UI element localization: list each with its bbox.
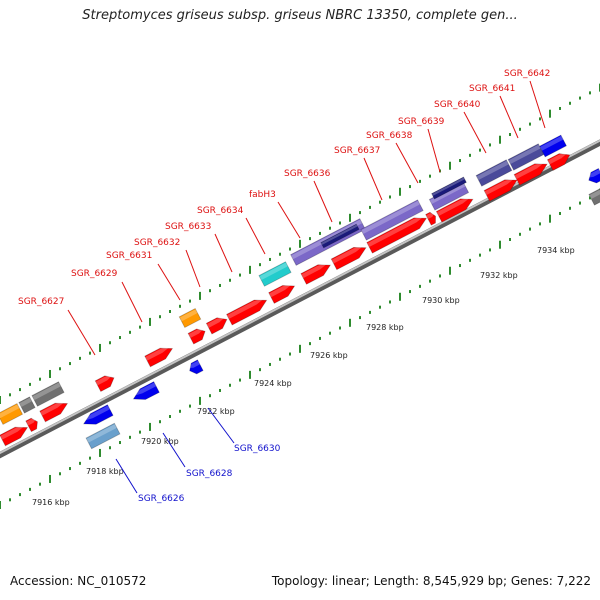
upper-ruler	[0, 83, 600, 404]
gene-label-bottom[interactable]: SGR_6626	[138, 494, 185, 504]
ruler-tick-label: 7932 kbp	[480, 271, 518, 280]
gene-arrow[interactable]	[226, 295, 270, 326]
gene-arrow[interactable]	[546, 150, 572, 171]
ruler-tick-label: 7924 kbp	[254, 379, 292, 388]
gene-arrow[interactable]	[300, 260, 333, 285]
gene-label-top[interactable]: SGR_6631	[106, 251, 152, 261]
gene-label-bottom[interactable]: SGR_6628	[186, 469, 233, 479]
label-leader-line	[67, 309, 96, 356]
gene-arrow[interactable]	[360, 199, 424, 241]
gene-arrow[interactable]	[131, 381, 160, 405]
map-title: Streptomyces griseus subsp. griseus NBRC…	[82, 8, 518, 23]
accession-text: Accession: NC_010572	[10, 574, 147, 588]
label-leader-line	[529, 80, 546, 129]
gene-arrow[interactable]	[144, 343, 175, 368]
gene-label-bottom[interactable]: SGR_6630	[234, 444, 281, 454]
gene-arrow[interactable]	[475, 159, 513, 187]
gene-arrow[interactable]	[507, 143, 545, 171]
label-leader-line	[499, 95, 519, 139]
gene-arrow[interactable]	[25, 416, 40, 433]
label-leader-line	[115, 458, 138, 494]
label-leader-line	[427, 128, 441, 173]
label-layer: SGR_6627 SGR_6629 SGR_6631 SGR_6632 SGR_6633…	[18, 69, 550, 504]
label-leader-line	[463, 111, 487, 154]
gene-arrow[interactable]	[31, 381, 65, 407]
gene-arrow[interactable]	[588, 188, 600, 206]
gene-arrow[interactable]	[425, 211, 439, 226]
lower-ruler	[0, 188, 600, 509]
gene-arrow[interactable]	[258, 261, 292, 287]
gene-arrow[interactable]	[586, 167, 600, 185]
gene-arrow[interactable]	[513, 159, 550, 186]
label-leader-line	[395, 142, 419, 184]
label-leader-line	[121, 281, 143, 323]
ruler-tick-label: 7920 kbp	[141, 437, 179, 446]
label-leader-line	[214, 233, 233, 273]
gene-label-top[interactable]: SGR_6641	[469, 84, 515, 94]
ruler-tick-label: 7930 kbp	[422, 296, 460, 305]
gene-arrow[interactable]	[85, 422, 121, 450]
label-leader-line	[185, 249, 201, 288]
gene-label-top[interactable]: SGR_6639	[398, 117, 445, 127]
gene-arrow[interactable]	[187, 359, 204, 376]
gene-arrow[interactable]	[94, 373, 117, 393]
ruler-tick-label: 7926 kbp	[310, 351, 348, 360]
gene-label-top[interactable]: SGR_6633	[165, 222, 211, 232]
label-leader-line	[363, 157, 383, 201]
gene-label-top[interactable]: SGR_6632	[134, 238, 180, 248]
gene-arrow[interactable]	[81, 404, 114, 429]
ruler-tick-label: 7918 kbp	[86, 467, 124, 476]
ruler-tick-label: 7928 kbp	[366, 323, 404, 332]
ruler-tick-label: 7916 kbp	[32, 498, 70, 507]
ruler-tick-label: 7922 kbp	[197, 407, 235, 416]
gene-arrow[interactable]	[18, 396, 36, 414]
gene-label-top[interactable]: SGR_6642	[504, 69, 550, 79]
label-leader-line	[277, 201, 301, 239]
gene-label-top[interactable]: SGR_6638	[366, 131, 413, 141]
gene-arrow[interactable]	[205, 314, 229, 335]
label-leader-line	[313, 180, 333, 223]
label-leader-line	[245, 217, 266, 255]
gene-label-top[interactable]: SGR_6637	[334, 146, 380, 156]
label-leader-line	[207, 407, 235, 444]
gene-label-top[interactable]: SGR_6640	[434, 100, 481, 110]
gene-arrow[interactable]	[187, 326, 208, 345]
gene-arrow[interactable]	[435, 194, 475, 223]
gene-arrow[interactable]	[483, 175, 520, 202]
gene-layer	[0, 134, 600, 450]
gene-arrow[interactable]	[0, 403, 24, 425]
gene-label-top[interactable]: SGR_6629	[71, 269, 118, 279]
ruler-tick-label: 7934 kbp	[537, 246, 575, 255]
ruler-layer: 7916 kbp 7918 kbp 7920 kbp 7922 kbp 7924 kbp…	[0, 83, 600, 509]
gene-arrow[interactable]	[0, 422, 30, 447]
genome-summary-text: Topology: linear; Length: 8,545,929 bp; …	[271, 574, 591, 588]
gene-arrow[interactable]	[539, 134, 567, 158]
gene-label-top[interactable]: SGR_6634	[197, 206, 244, 216]
gene-label-top[interactable]: SGR_6627	[18, 297, 64, 307]
gene-arrow[interactable]	[366, 213, 429, 254]
gene-arrow[interactable]	[178, 307, 202, 329]
gene-arrow[interactable]	[320, 223, 360, 249]
gene-arrow[interactable]	[39, 398, 70, 423]
gene-arrow[interactable]	[268, 281, 298, 304]
gene-label-top[interactable]: SGR_6636	[284, 169, 331, 179]
gene-arrow[interactable]	[330, 242, 368, 271]
label-leader-line	[162, 432, 186, 468]
gene-arrow[interactable]	[431, 176, 467, 200]
label-leader-line	[157, 263, 181, 301]
gene-label-top[interactable]: fabH3	[249, 190, 276, 200]
